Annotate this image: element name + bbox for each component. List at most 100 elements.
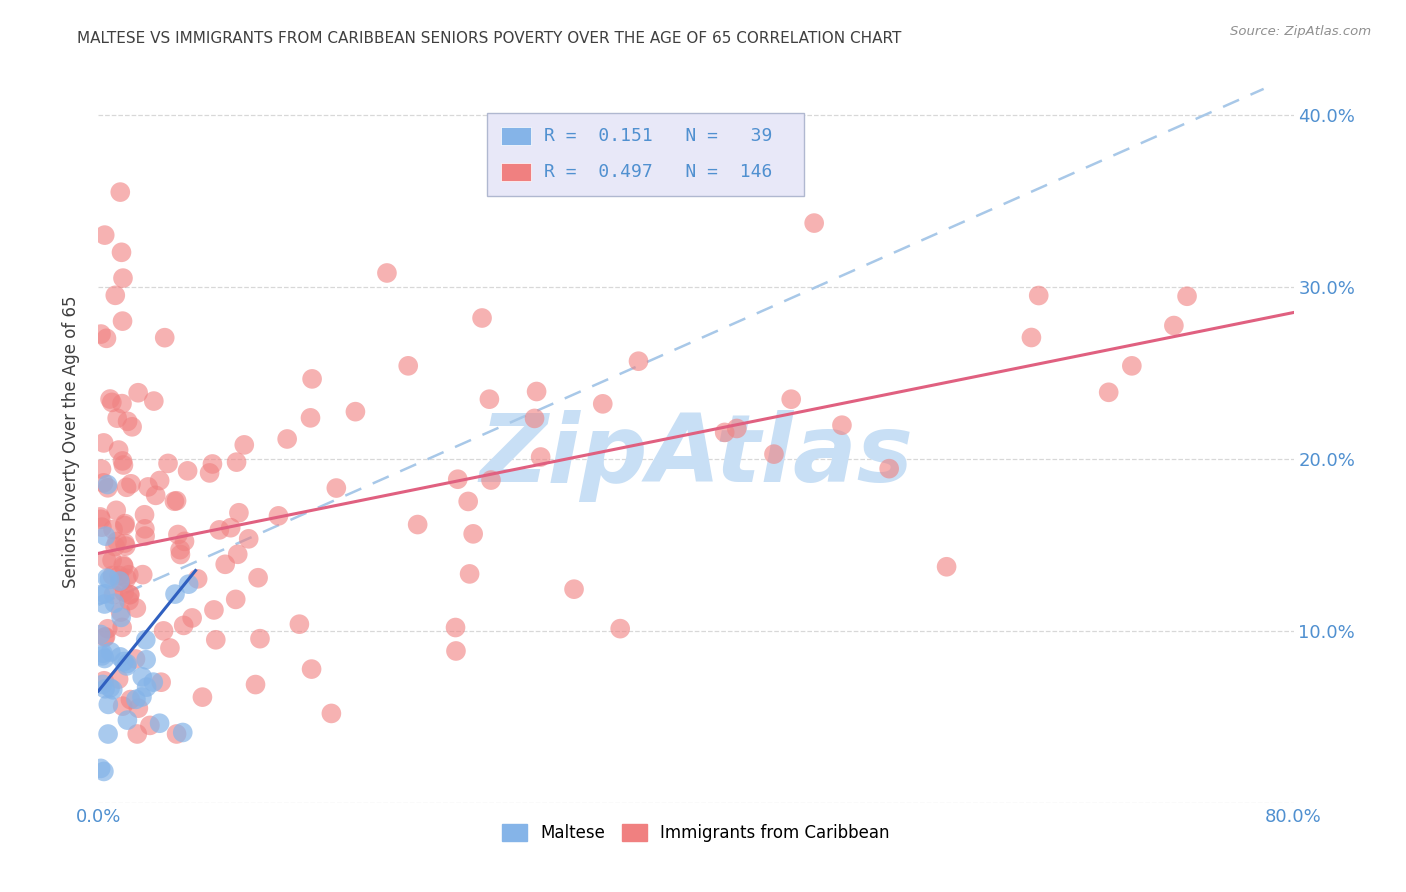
Point [111, 699, 134, 714]
Point [115, 571, 138, 585]
Point [118, 588, 141, 602]
Point [135, 653, 157, 667]
Point [101, 523, 124, 537]
Point [89, 509, 111, 524]
Text: R =  0.151   N =   39: R = 0.151 N = 39 [544, 127, 772, 145]
Point [94, 630, 117, 644]
Point [157, 457, 180, 471]
Point [110, 575, 132, 590]
Point [301, 372, 323, 386]
Point [107, 443, 129, 458]
Point [530, 450, 553, 464]
Point [225, 455, 247, 469]
Point [93, 475, 115, 490]
Point [90, 512, 112, 526]
Point [396, 359, 419, 373]
Point [249, 632, 271, 646]
Point [214, 558, 236, 572]
Point [173, 534, 195, 549]
Point [134, 522, 156, 536]
Point [111, 454, 134, 468]
FancyBboxPatch shape [501, 127, 531, 145]
Point [98, 681, 121, 695]
Point [124, 652, 146, 666]
Point [267, 508, 290, 523]
Point [479, 473, 502, 487]
Point [96, 553, 118, 567]
Point [1021, 330, 1043, 344]
Point [115, 657, 138, 671]
Point [111, 397, 134, 411]
Point [111, 314, 134, 328]
Point [238, 532, 260, 546]
Point [142, 394, 165, 409]
Point [780, 392, 803, 407]
Point [114, 536, 136, 550]
Point [90, 326, 112, 341]
Point [118, 567, 141, 582]
Point [97, 481, 120, 495]
Point [457, 494, 479, 508]
Point [173, 618, 195, 632]
Point [163, 587, 186, 601]
Point [93, 651, 115, 665]
Point [112, 585, 135, 599]
Point [526, 384, 548, 399]
Point [149, 474, 172, 488]
Point [135, 680, 157, 694]
Point [118, 588, 141, 602]
Point [225, 592, 247, 607]
Point [94, 681, 117, 696]
Point [121, 419, 143, 434]
Point [478, 392, 501, 407]
Point [523, 411, 546, 425]
Point [108, 574, 131, 588]
Point [1098, 385, 1121, 400]
Point [91, 646, 114, 660]
Point [120, 692, 142, 706]
Point [202, 603, 225, 617]
Point [93, 764, 115, 779]
Point [117, 713, 139, 727]
Point [136, 480, 159, 494]
Point [803, 216, 825, 230]
Text: MALTESE VS IMMIGRANTS FROM CARIBBEAN SENIORS POVERTY OVER THE AGE OF 65 CORRELAT: MALTESE VS IMMIGRANTS FROM CARIBBEAN SEN… [77, 31, 901, 46]
Point [166, 727, 188, 741]
Point [120, 476, 142, 491]
Point [458, 566, 481, 581]
Point [91, 677, 114, 691]
Point [115, 480, 138, 494]
Point [627, 354, 650, 368]
Point [176, 464, 198, 478]
Point [125, 601, 148, 615]
Point [127, 701, 149, 715]
Point [181, 611, 204, 625]
Point [167, 527, 190, 541]
Point [325, 481, 347, 495]
Point [321, 706, 343, 721]
Point [111, 620, 134, 634]
Point [301, 662, 323, 676]
Point [90, 588, 112, 602]
Point [114, 539, 136, 553]
Point [98, 392, 121, 406]
Point [101, 568, 124, 582]
Point [96, 331, 118, 345]
Point [105, 534, 128, 549]
Point [104, 288, 127, 302]
Point [166, 493, 188, 508]
Point [93, 673, 115, 688]
Point [105, 411, 128, 425]
Point [114, 516, 136, 531]
Point [93, 597, 115, 611]
FancyBboxPatch shape [501, 163, 531, 181]
Point [233, 438, 256, 452]
Point [713, 425, 735, 440]
Point [169, 542, 191, 557]
Point [115, 659, 138, 673]
Point [245, 677, 267, 691]
Point [125, 692, 148, 706]
Point [172, 725, 194, 739]
Point [108, 649, 131, 664]
Point [101, 553, 124, 567]
